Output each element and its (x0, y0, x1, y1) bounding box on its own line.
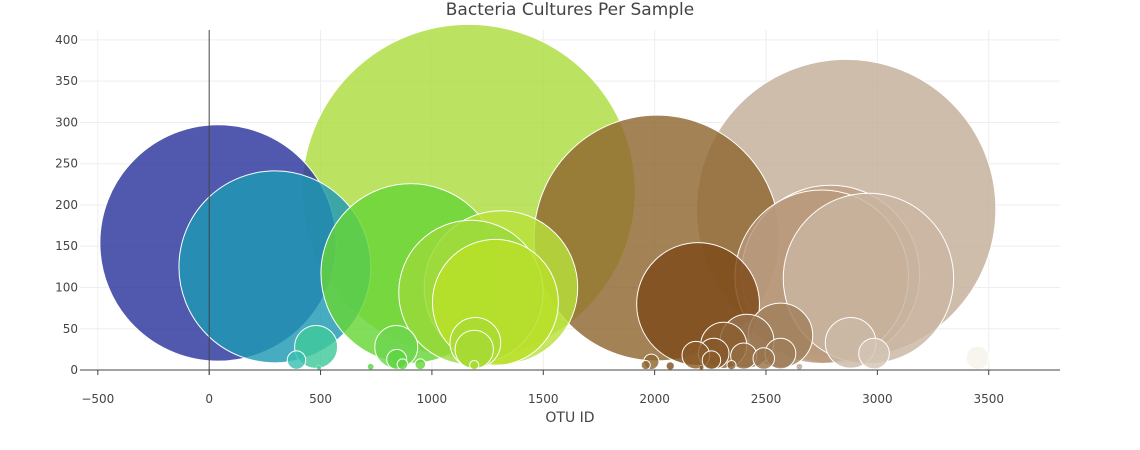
x-tick-label: 1000 (417, 392, 448, 406)
bubble[interactable] (698, 365, 704, 371)
y-tick-label: 100 (55, 281, 78, 295)
y-tick-label: 50 (63, 322, 78, 336)
bubble[interactable] (286, 350, 307, 370)
x-tick-label: 3500 (973, 392, 1004, 406)
bubble-layer (99, 23, 997, 371)
x-tick-label: 3000 (862, 392, 893, 406)
x-tick-label: 500 (309, 392, 332, 406)
bubble[interactable] (469, 359, 480, 371)
y-tick-label: 250 (55, 157, 78, 171)
axis-layer (80, 30, 1060, 375)
y-tick-label: 0 (70, 363, 78, 377)
bubble[interactable] (396, 358, 409, 371)
x-tick-label: 2000 (639, 392, 670, 406)
y-tick-label: 200 (55, 198, 78, 212)
bubble[interactable] (701, 350, 722, 370)
x-tick-label: −500 (81, 392, 114, 406)
tick-layer: −500 0 500 1000 1500 2000 2500 3000 3500 0 50 100 15… (55, 33, 1004, 406)
bubble[interactable] (666, 361, 675, 370)
x-tick-label: 1500 (528, 392, 559, 406)
y-tick-label: 350 (55, 74, 78, 88)
bubble[interactable] (726, 359, 737, 371)
chart-title: Bacteria Cultures Per Sample (446, 0, 694, 20)
bubble[interactable] (414, 358, 427, 371)
x-tick-label: 2500 (751, 392, 782, 406)
y-tick-label: 400 (55, 33, 78, 47)
y-tick-label: 300 (55, 115, 78, 129)
bubble[interactable] (796, 363, 803, 371)
x-axis-title: OTU ID (545, 410, 594, 426)
bubble[interactable] (640, 359, 651, 371)
x-tick-label: 0 (205, 392, 213, 406)
bubble[interactable] (858, 337, 890, 370)
bubble[interactable] (367, 363, 374, 371)
bubble[interactable] (965, 345, 990, 370)
bubble[interactable] (316, 365, 322, 371)
bubble[interactable] (752, 347, 776, 370)
y-tick-label: 150 (55, 239, 78, 253)
